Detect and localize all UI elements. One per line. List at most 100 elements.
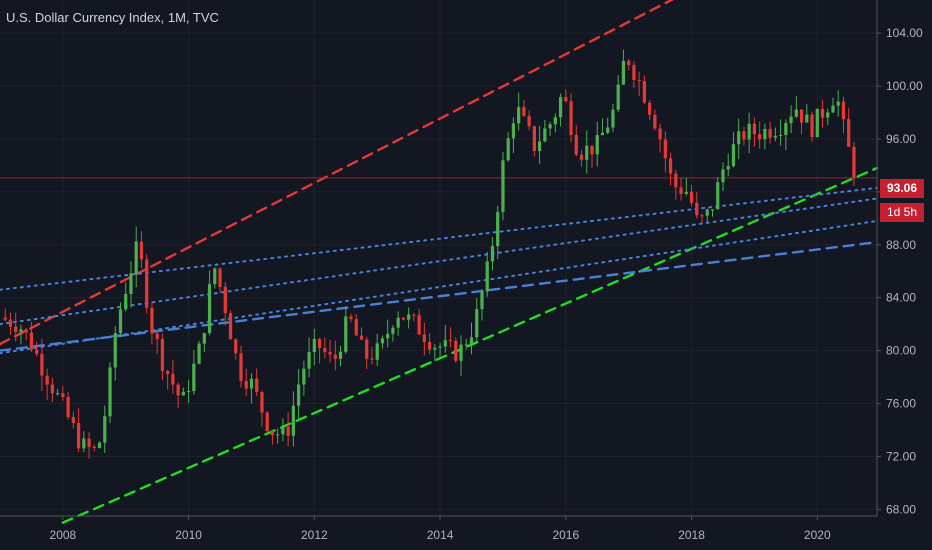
- candle-body: [145, 259, 149, 308]
- y-tick-label: 72.00: [886, 449, 916, 463]
- candle-body: [485, 261, 489, 292]
- candle-body: [281, 426, 285, 435]
- candle-body: [517, 107, 521, 124]
- candle-body: [92, 446, 96, 448]
- candle-body: [726, 166, 730, 170]
- candle-body: [97, 442, 102, 448]
- candle-body: [66, 397, 70, 418]
- candle-body: [228, 313, 233, 340]
- candle-body: [836, 101, 840, 106]
- candle-body: [192, 363, 196, 392]
- candle-body: [3, 317, 7, 320]
- candle-body: [569, 101, 573, 135]
- candle-body: [475, 309, 479, 338]
- candle-body: [841, 101, 846, 120]
- candle-body: [705, 209, 709, 216]
- candle-body: [29, 332, 34, 350]
- candle-body: [108, 367, 112, 417]
- candle-body: [113, 333, 117, 368]
- candle-body: [139, 241, 144, 260]
- trend-line-support: [61, 166, 879, 524]
- candle-body: [412, 314, 416, 316]
- candle-body: [260, 391, 264, 413]
- candle-body: [197, 343, 201, 364]
- y-tick-label: 84.00: [886, 291, 916, 305]
- candle-body: [244, 380, 248, 389]
- candle-body: [627, 60, 631, 65]
- candle-body: [307, 352, 311, 369]
- candle-body: [648, 102, 652, 115]
- x-tick-label: 2010: [175, 528, 202, 542]
- candle-body: [265, 412, 269, 432]
- candle-body: [579, 154, 584, 160]
- candle-body: [286, 426, 290, 436]
- candle-body: [155, 333, 159, 339]
- candle-body: [716, 182, 720, 210]
- candle-body: [464, 344, 468, 346]
- candle-body: [56, 393, 60, 395]
- candle-body: [600, 133, 605, 136]
- candle-body: [433, 347, 437, 350]
- y-tick-label: 88.00: [886, 238, 916, 252]
- candle-body: [427, 341, 432, 350]
- y-axis-ticks: 68.0072.0076.0080.0084.0088.0092.0096.00…: [877, 26, 923, 516]
- candle-body: [103, 416, 107, 443]
- candle-body: [564, 97, 568, 102]
- candle-body: [171, 373, 175, 385]
- candle-body: [438, 346, 442, 348]
- candle-body: [124, 294, 128, 310]
- candle-body: [82, 438, 86, 449]
- candle-body: [784, 123, 788, 135]
- candle-body: [386, 333, 390, 339]
- candle-body: [134, 241, 138, 274]
- candle-body: [45, 375, 49, 385]
- candle-body: [731, 144, 736, 167]
- candle-body: [742, 131, 746, 140]
- candle-body: [663, 139, 667, 159]
- candle-body: [296, 384, 301, 406]
- candle-body: [359, 335, 364, 340]
- candle-body: [150, 307, 154, 334]
- trend-line-channel-mid: [0, 197, 878, 326]
- candle-body: [820, 108, 825, 118]
- candle-body: [637, 79, 641, 81]
- candle-body: [585, 145, 589, 160]
- candle-body: [595, 135, 599, 155]
- candle-body: [454, 340, 458, 361]
- candle-body: [24, 329, 28, 333]
- y-tick-label: 68.00: [886, 502, 916, 516]
- candle-body: [852, 146, 856, 178]
- candle-body: [71, 417, 75, 423]
- candle-body: [710, 209, 715, 211]
- candle-body: [223, 286, 227, 314]
- candle-body: [695, 202, 699, 216]
- candle-body: [166, 370, 170, 374]
- candle-body: [700, 215, 704, 217]
- x-tick-label: 2016: [552, 528, 579, 542]
- candle-body: [218, 268, 222, 287]
- candle-body: [611, 109, 615, 128]
- candle-body: [810, 114, 814, 138]
- candle-body: [422, 334, 426, 342]
- candle-body: [522, 107, 526, 116]
- candle-body: [480, 291, 484, 310]
- candle-body: [333, 354, 337, 359]
- candle-body: [490, 246, 495, 262]
- candle-body: [674, 173, 678, 188]
- candle-body: [737, 131, 741, 145]
- candle-body: [401, 317, 406, 320]
- candle-body: [826, 112, 830, 118]
- candle-body: [668, 158, 673, 174]
- candle-body: [501, 160, 505, 212]
- x-axis-ticks: 2008 2010 2012 2014 2016 2018 2020: [50, 516, 831, 542]
- trend-line-resistance: [0, 0, 675, 346]
- candle-body: [553, 117, 557, 125]
- candle-body: [19, 329, 23, 332]
- candle-body: [317, 338, 322, 348]
- candle-body: [684, 191, 688, 194]
- candle-body: [527, 115, 531, 127]
- candle-body: [689, 191, 694, 203]
- candle-body: [616, 84, 620, 110]
- candle-body: [642, 80, 647, 103]
